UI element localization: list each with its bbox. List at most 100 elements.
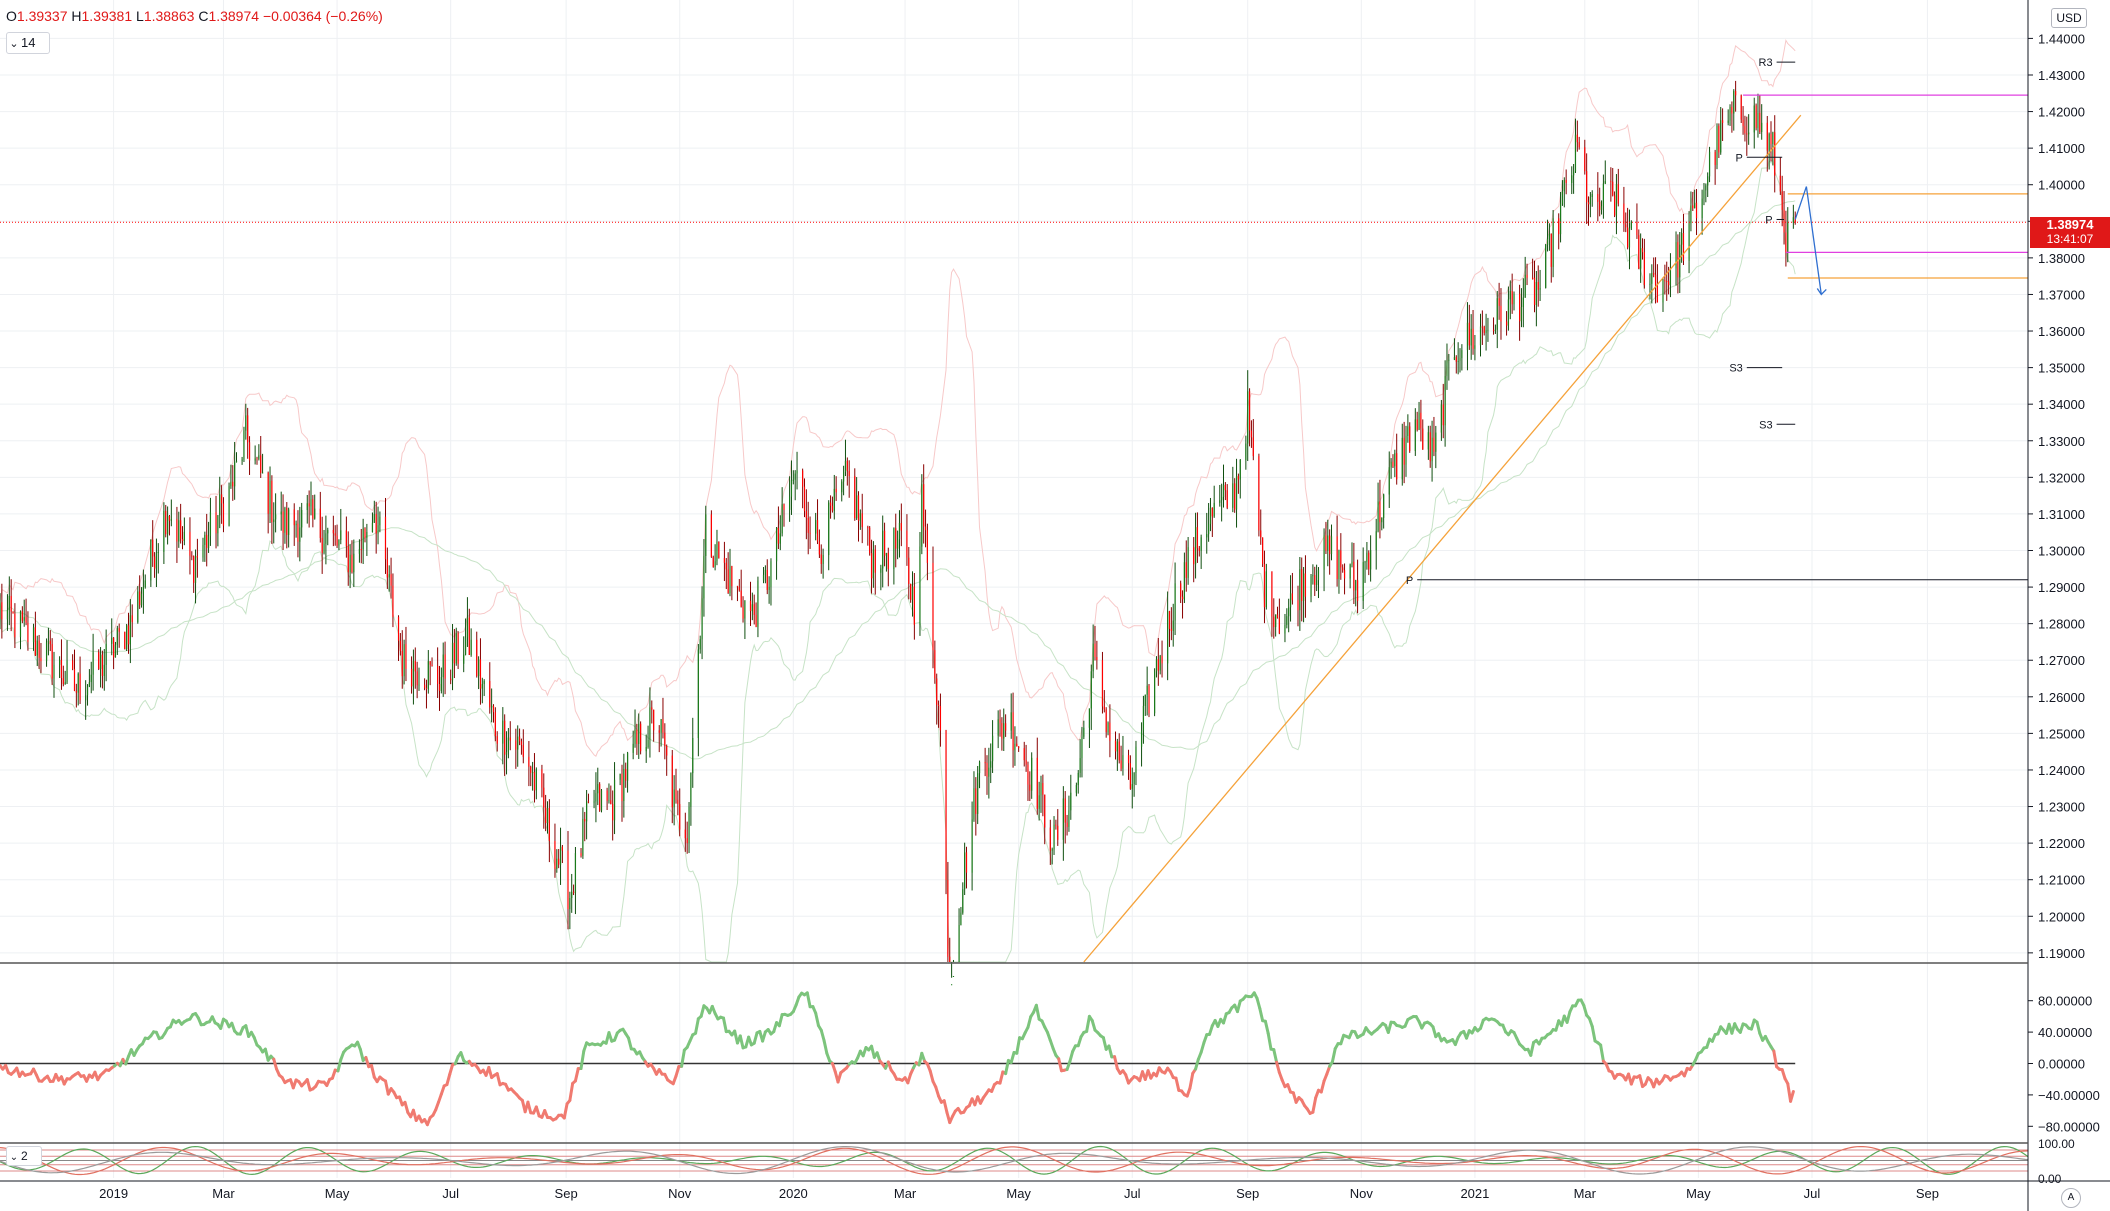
candle-body	[6, 610, 9, 620]
oscillator-segment	[761, 1030, 767, 1043]
candle-body	[88, 682, 90, 687]
candle-body	[38, 640, 40, 658]
candle-body	[345, 530, 347, 547]
candle-body	[241, 459, 243, 461]
candle-body	[1664, 280, 1666, 282]
candle-body	[1679, 244, 1681, 278]
indicator-toggle[interactable]: ⌄ 14	[6, 32, 50, 54]
candle-body	[1653, 272, 1655, 275]
candle-body	[271, 480, 273, 523]
candle-body	[1064, 798, 1066, 823]
candle-body	[1304, 573, 1307, 597]
close-label: C	[198, 8, 209, 24]
candle-body	[906, 530, 908, 558]
oscillator-segment	[526, 1100, 533, 1115]
candle-body	[1640, 248, 1642, 269]
candle-body	[1625, 224, 1627, 228]
candle-body	[1159, 655, 1161, 671]
candle-body	[1744, 126, 1746, 134]
oscillator-segment	[1311, 1096, 1318, 1114]
y-tick-label: 1.21000	[2038, 873, 2085, 888]
candle-body	[1170, 628, 1172, 631]
candle-body	[1301, 569, 1303, 601]
candle-body	[1591, 194, 1593, 197]
candle-body	[1785, 232, 1787, 253]
oscillator-segment	[448, 1063, 455, 1076]
candle-body	[1394, 453, 1396, 467]
candle-body	[608, 800, 610, 802]
candle-body	[1120, 760, 1122, 769]
candle-body	[193, 556, 195, 583]
candle-body	[1131, 784, 1133, 789]
bar-countdown: 13:41:07	[2046, 232, 2094, 246]
y-tick-label: 1.30000	[2038, 543, 2085, 558]
candle-body	[893, 528, 895, 570]
candle-body	[744, 600, 746, 619]
candle-body	[1, 602, 3, 620]
candle-body	[586, 801, 588, 822]
oscillator-segment	[1015, 1036, 1022, 1055]
candle-body	[1088, 708, 1091, 728]
candle-body	[479, 659, 482, 689]
candle-body	[600, 790, 603, 811]
candle-body	[857, 495, 860, 521]
candle-body	[937, 704, 940, 707]
candle-body	[489, 680, 491, 708]
candle-body	[597, 784, 599, 794]
candle-body	[1222, 484, 1225, 497]
candle-body	[1500, 305, 1502, 322]
candle-body	[679, 804, 681, 830]
candle-body	[494, 712, 496, 737]
currency-button[interactable]: USD	[2051, 8, 2087, 28]
candle-body	[649, 707, 651, 740]
candle-body	[1718, 125, 1720, 153]
candle-body	[621, 773, 623, 802]
candle-body	[1289, 593, 1292, 608]
candle-body	[1187, 547, 1189, 578]
candle-body	[437, 665, 439, 684]
oscillator-segment	[1208, 1024, 1214, 1036]
candle-body	[697, 649, 699, 739]
candle-body	[379, 516, 381, 526]
candle-body	[1381, 517, 1383, 523]
oscillator-segment	[680, 1048, 686, 1068]
candle-body	[606, 790, 608, 801]
oscillator-segment	[370, 1063, 376, 1079]
candle-body	[403, 644, 405, 677]
candle-body	[1355, 580, 1357, 591]
candle-body	[1235, 476, 1238, 510]
high-label: H	[71, 8, 82, 24]
candle-body	[1157, 659, 1159, 671]
candle-body	[556, 858, 558, 869]
candle-body	[975, 788, 977, 814]
candle-body	[464, 637, 467, 655]
candle-body	[1427, 432, 1429, 450]
y-tick-label: 1.36000	[2038, 324, 2085, 339]
open-label: O	[6, 8, 17, 24]
candle-body	[1552, 218, 1554, 267]
candle-body	[533, 772, 536, 791]
candle-body	[1351, 561, 1353, 565]
indicator-count: 2	[21, 1149, 28, 1163]
candle-body	[1479, 326, 1482, 346]
candle-body	[1519, 293, 1521, 322]
candle-body	[1066, 822, 1068, 827]
candle-body	[1314, 575, 1316, 585]
candle-body	[558, 858, 560, 865]
indicator-pane-toggle[interactable]: ⌄ 2	[6, 1146, 42, 1166]
candle-body	[1496, 298, 1498, 330]
candle-body	[595, 793, 597, 802]
candle-body	[1615, 184, 1618, 216]
candle-body	[673, 789, 675, 808]
candle-body	[1271, 571, 1273, 617]
candle-body	[275, 514, 277, 520]
candle-body	[1729, 106, 1731, 121]
candle-body	[194, 556, 197, 583]
candle-body	[1366, 552, 1368, 562]
candle-body	[1390, 461, 1392, 468]
auto-scale-button[interactable]: A	[2061, 1188, 2081, 1208]
candle-body	[1049, 827, 1051, 851]
candle-body	[180, 520, 182, 540]
candle-body	[1641, 248, 1644, 253]
